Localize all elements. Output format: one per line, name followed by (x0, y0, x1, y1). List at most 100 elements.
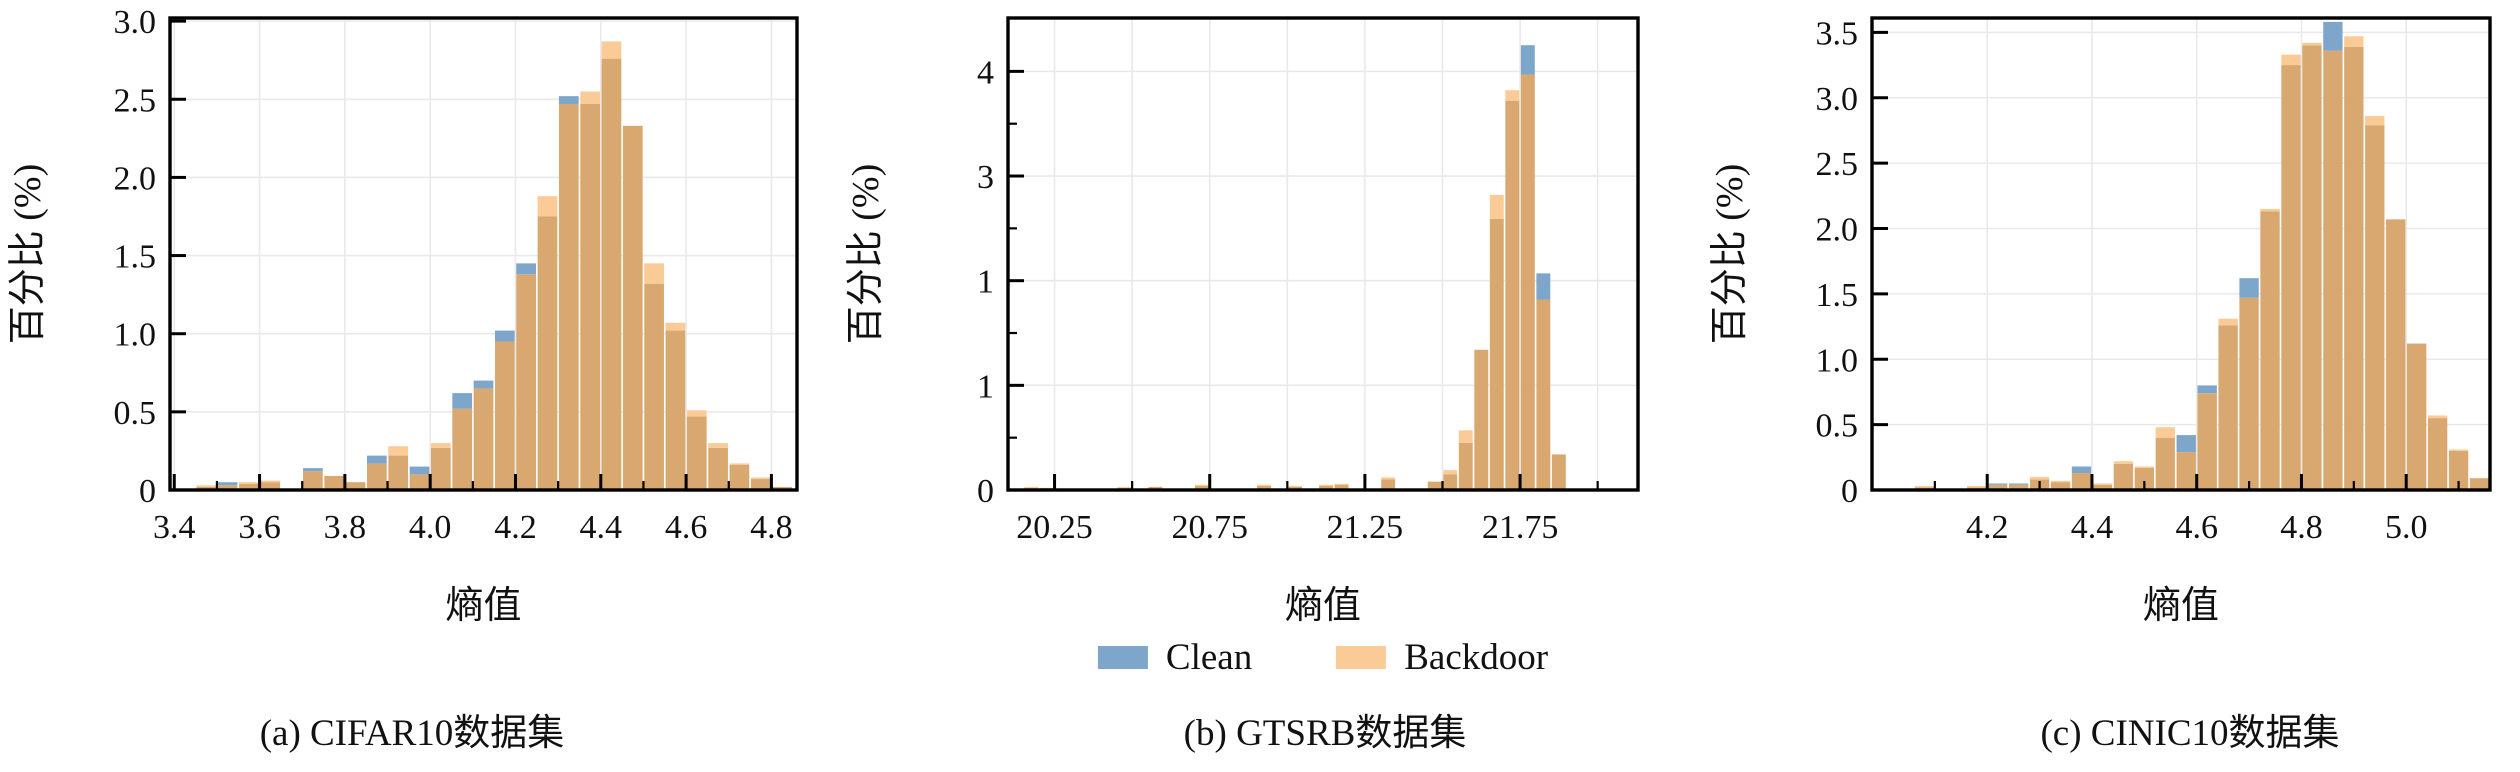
bar-backdoor-cap (2113, 461, 2134, 464)
x-tick-label: 20.75 (1171, 509, 1248, 546)
bar-clean-cap (2323, 21, 2343, 51)
bar-overlap (2218, 325, 2238, 490)
bar-backdoor-cap (2092, 483, 2113, 485)
bar-backdoor-cap (1443, 470, 1458, 475)
bar-clean-cap (303, 468, 323, 472)
bar-overlap (1334, 484, 1349, 490)
bar-overlap (2323, 50, 2343, 490)
bar-backdoor-cap (1319, 484, 1334, 486)
bar-clean-cap (516, 263, 537, 275)
legend-label-backdoor: Backdoor (1404, 637, 1549, 678)
bar-backdoor-cap (2134, 466, 2155, 468)
bar-overlap (345, 482, 366, 490)
bar-backdoor-cap (239, 482, 259, 484)
histogram-gtsrb: 20.25 20.75 21.25 21.75 0 1 1 3 4 熵值 百分比 (%) (845, 16, 1640, 627)
bar-overlap (2239, 297, 2259, 490)
bar-clean-cap (217, 482, 238, 486)
bar-overlap (1988, 484, 2008, 490)
bar-overlap (430, 447, 451, 490)
bar-overlap (1536, 299, 1551, 490)
bar-backdoor-cap (1334, 483, 1349, 485)
y-tick-label: 4 (977, 54, 994, 91)
y-tick-label: 0 (139, 473, 156, 510)
plot-box (168, 16, 799, 492)
bar-clean-cap (1988, 483, 2008, 485)
y-tick-label: 0.5 (1816, 408, 1859, 445)
legend-item-backdoor: Backdoor (1336, 636, 1548, 679)
x-tick-label: 3.6 (238, 509, 281, 546)
x-tick-label: 3.8 (324, 509, 367, 546)
bar-overlap (686, 416, 707, 490)
bar-backdoor-cap (686, 410, 707, 417)
bar-overlap (601, 58, 622, 490)
x-axis-label: 熵值 (1285, 585, 1361, 627)
bar-backdoor-cap (260, 480, 281, 483)
y-tick-label: 3.0 (114, 4, 157, 41)
bar-clean-cap (2197, 385, 2217, 394)
bar-backdoor-cap (430, 443, 451, 448)
x-tick-label: 4.4 (2071, 509, 2114, 546)
y-tick-label: 3.5 (1816, 15, 1859, 52)
bar-overlap (2407, 343, 2427, 490)
y-tick-label: 1 (977, 264, 994, 301)
bar-overlap (2197, 393, 2217, 490)
bar-overlap (729, 464, 750, 490)
bar-overlap (1443, 474, 1458, 490)
bar-clean-cap (2176, 435, 2196, 453)
bar-overlap (2071, 473, 2092, 490)
bar-overlap (516, 274, 537, 490)
x-tick-label: 20.25 (1016, 509, 1093, 546)
y-tick-label: 0 (977, 473, 994, 510)
bar-backdoor-cap (2448, 449, 2469, 451)
histogram-cifar10: 3.4 3.6 3.8 4.0 4.2 4.4 4.6 4.8 0 0.5 1.0 1.5 2.0 2.5… (7, 4, 799, 627)
caption-cinic10: (c) CINIC10数据集 (2040, 713, 2340, 754)
bar-clean-cap (558, 96, 579, 104)
x-tick-label: 5.0 (2385, 509, 2428, 546)
bar-backdoor-cap (388, 446, 409, 456)
bar-overlap (1551, 454, 1566, 490)
bar-clean-cap (409, 466, 430, 475)
bar-backdoor-cap (2344, 36, 2364, 47)
y-tick-label: 3 (977, 159, 994, 196)
y-tick-label: 2.5 (1816, 146, 1859, 183)
bar-overlap (473, 388, 494, 490)
bar-clean-cap (1520, 45, 1535, 75)
bar-overlap (2176, 452, 2196, 490)
bar-overlap (260, 482, 281, 490)
bar-overlap (303, 471, 323, 490)
bar-backdoor-cap (2260, 208, 2280, 212)
bar-overlap (558, 103, 579, 490)
bar-backdoor-cap (644, 263, 664, 284)
y-tick-label: 0.5 (114, 395, 157, 432)
bar-backdoor-cap (580, 91, 600, 104)
bar-overlap (2008, 484, 2029, 490)
bar-overlap (1474, 349, 1489, 490)
bar-backdoor-cap (708, 443, 728, 448)
y-tick-label: 2.5 (114, 82, 157, 119)
bar-overlap (217, 485, 238, 490)
bar-overlap (2155, 437, 2175, 490)
bar-clean-cap (2071, 466, 2092, 474)
legend: Clean Backdoor (1097, 636, 1548, 679)
bar-overlap (409, 474, 430, 490)
caption-gtsrb: (b) GTSRB数据集 (1183, 713, 1467, 754)
bar-overlap (1458, 442, 1473, 490)
bar-overlap (2134, 467, 2155, 490)
caption-cifar10: (a) CIFAR10数据集 (259, 713, 565, 754)
bar-backdoor-cap (1489, 194, 1504, 219)
bar-overlap (2427, 418, 2448, 490)
bar-overlap (2469, 478, 2490, 490)
y-axis-label: 百分比 (%) (845, 164, 887, 344)
bar-overlap (2365, 125, 2385, 491)
bar-backdoor-cap (2365, 116, 2385, 126)
bar-backdoor-cap (2281, 54, 2301, 66)
y-tick-label: 2.0 (114, 160, 157, 197)
x-tick-label: 4.0 (409, 509, 452, 546)
bar-backdoor-cap (1914, 486, 1935, 488)
bar-overlap (239, 483, 259, 490)
bar-overlap (2281, 65, 2301, 491)
bar-overlap (324, 475, 345, 490)
x-tick-label: 21.25 (1327, 509, 1404, 546)
bar-overlap (1520, 74, 1535, 491)
bar-clean-cap (452, 393, 473, 409)
